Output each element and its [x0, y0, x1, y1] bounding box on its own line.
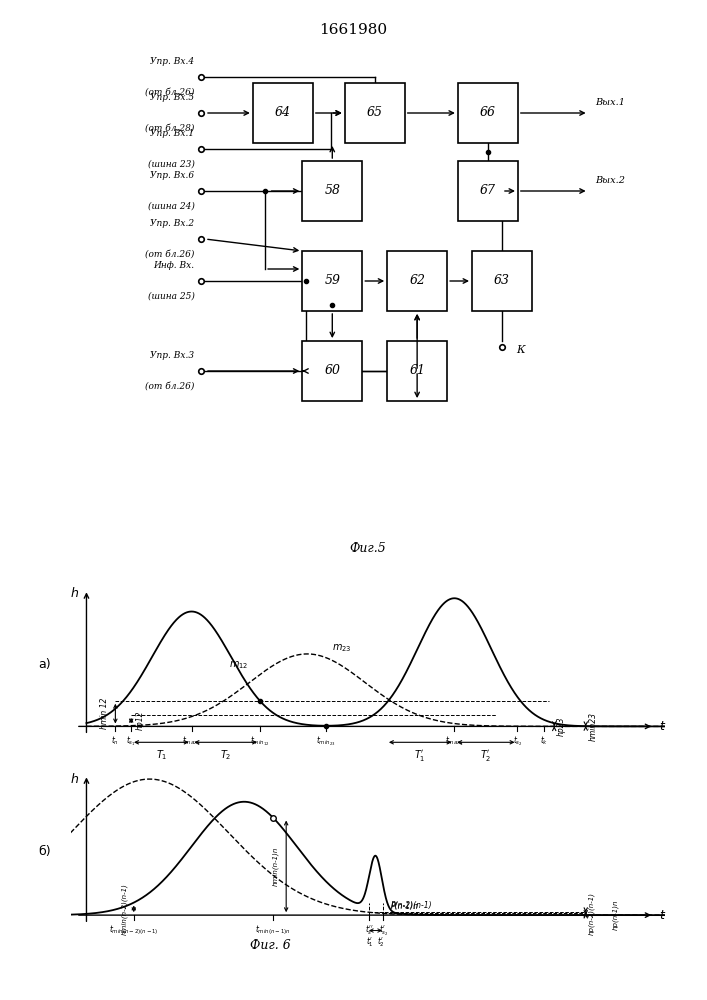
Text: 58: 58 [325, 184, 340, 198]
Text: 59: 59 [325, 274, 340, 288]
Text: $t_{min(n-1)n}$: $t_{min(n-1)n}$ [255, 923, 291, 937]
Text: (шина 25): (шина 25) [148, 292, 194, 301]
Text: Упр. Вх.5: Упр. Вх.5 [151, 93, 194, 102]
Text: h: h [71, 587, 78, 600]
Text: P(n-1)n: P(n-1)n [391, 902, 419, 911]
Text: hmin 12: hmin 12 [100, 698, 109, 729]
Text: t: t [660, 909, 664, 922]
Bar [303, 341, 362, 401]
Text: 67: 67 [480, 184, 496, 198]
Text: $T_2$: $T_2$ [220, 748, 231, 762]
Text: (от бл.28): (от бл.28) [145, 124, 194, 133]
Text: $t_{s_2}'$: $t_{s_2}'$ [378, 923, 388, 938]
Text: $t_n$: $t_n$ [112, 734, 119, 747]
Text: hmin23: hmin23 [588, 712, 597, 741]
Text: P(n-2)(n-1): P(n-2)(n-1) [391, 901, 433, 910]
Text: Упр. Вх.4: Упр. Вх.4 [151, 57, 194, 66]
Text: hp(n-1)n: hp(n-1)n [612, 899, 619, 930]
Bar [303, 251, 362, 311]
Bar [458, 161, 518, 221]
Text: (от бл.26): (от бл.26) [145, 382, 194, 391]
Text: (шина 23): (шина 23) [148, 160, 194, 169]
Text: б): б) [38, 845, 51, 858]
Text: $t_{max_1}$: $t_{max_1}$ [182, 734, 201, 748]
Bar [458, 83, 518, 143]
Text: $t_{max_3}$: $t_{max_3}$ [445, 734, 464, 748]
Text: t: t [660, 720, 664, 733]
Text: 66: 66 [480, 106, 496, 119]
Bar [345, 83, 404, 143]
Text: $t_1'$: $t_1'$ [366, 935, 374, 949]
Text: а): а) [38, 658, 51, 671]
Text: hp(n-2)(n-1): hp(n-2)(n-1) [588, 892, 595, 935]
Text: $t_s''$: $t_s''$ [365, 923, 373, 937]
Text: Упр. Вх.1: Упр. Вх.1 [151, 129, 194, 138]
Text: hp12: hp12 [135, 711, 144, 730]
Text: (от бл.26): (от бл.26) [145, 88, 194, 97]
Text: Упр. Вх.3: Упр. Вх.3 [151, 351, 194, 360]
Text: Фиг. 6: Фиг. 6 [250, 939, 291, 952]
Text: hp23: hp23 [557, 716, 566, 736]
Text: 60: 60 [325, 364, 340, 377]
Bar [387, 251, 447, 311]
Text: Вых.1: Вых.1 [595, 98, 626, 107]
Text: hmin(n-1)n: hmin(n-1)n [271, 847, 279, 886]
Text: $T_1'$: $T_1'$ [414, 748, 426, 763]
Text: (шина 24): (шина 24) [148, 202, 194, 211]
Text: $t_{s_2}$: $t_{s_2}$ [513, 734, 522, 748]
Text: $t_{min_{12}}$: $t_{min_{12}}$ [250, 734, 269, 748]
Text: К: К [516, 345, 525, 355]
Text: hmin(n-2)(n-1): hmin(n-2)(n-1) [121, 883, 127, 935]
Text: h: h [71, 773, 78, 786]
Text: 62: 62 [409, 274, 425, 288]
Text: 63: 63 [494, 274, 510, 288]
Text: $t_{min_{23}}$: $t_{min_{23}}$ [316, 734, 335, 748]
Bar [303, 161, 362, 221]
Text: Упр. Вх.2: Упр. Вх.2 [151, 219, 194, 228]
Bar [253, 83, 313, 143]
Text: $m_{23}$: $m_{23}$ [332, 642, 351, 654]
Text: 1661980: 1661980 [320, 23, 387, 37]
Text: $t_k$: $t_k$ [539, 734, 548, 747]
Text: Вых.2: Вых.2 [595, 176, 626, 185]
Text: Инф. Вх.: Инф. Вх. [153, 261, 194, 270]
Text: $t_2'$: $t_2'$ [377, 935, 385, 949]
Bar [472, 251, 532, 311]
Text: $T_1$: $T_1$ [156, 748, 167, 762]
Text: 61: 61 [409, 364, 425, 377]
Text: Фиг.5: Фиг.5 [349, 542, 386, 554]
Text: $T_2'$: $T_2'$ [480, 748, 491, 763]
Bar [387, 341, 447, 401]
Text: $t_{min(n-2)(n-1)}$: $t_{min(n-2)(n-1)}$ [109, 923, 158, 937]
Text: 64: 64 [275, 106, 291, 119]
Text: $m_{12}$: $m_{12}$ [229, 659, 249, 671]
Text: (от бл.26): (от бл.26) [145, 250, 194, 259]
Text: $t_{s_1}$: $t_{s_1}$ [127, 734, 136, 748]
Text: Упр. Вх.6: Упр. Вх.6 [151, 171, 194, 180]
Text: 65: 65 [367, 106, 382, 119]
